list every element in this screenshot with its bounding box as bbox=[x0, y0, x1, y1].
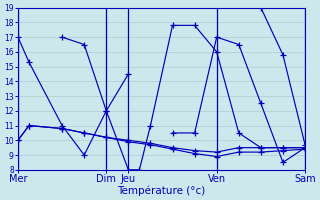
X-axis label: Température (°c): Température (°c) bbox=[117, 185, 206, 196]
